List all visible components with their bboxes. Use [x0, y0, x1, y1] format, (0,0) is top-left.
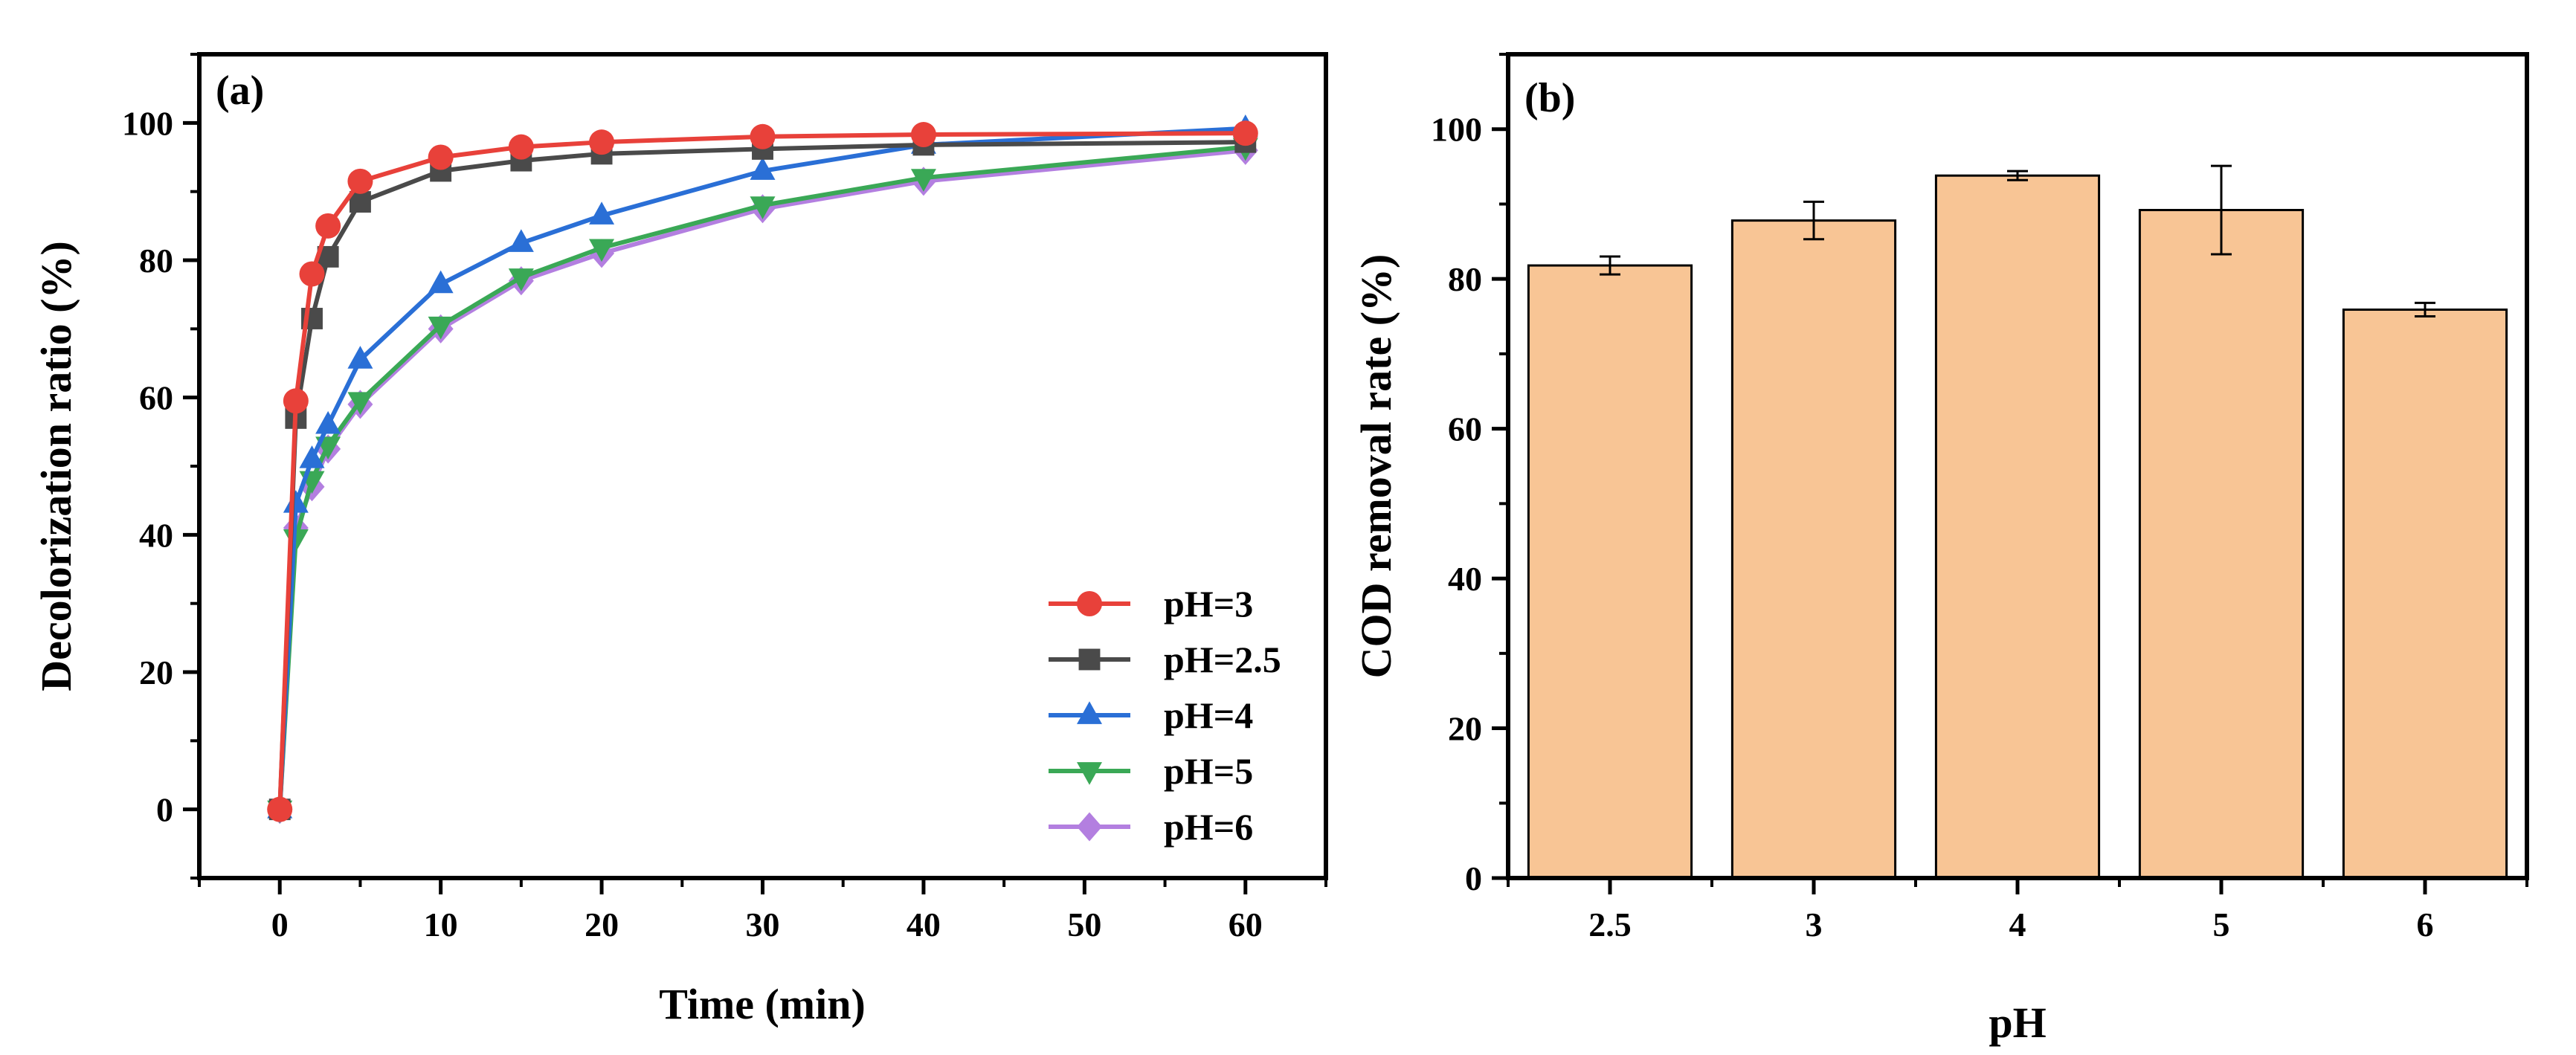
data-point — [1232, 120, 1258, 146]
y-tick-label: 60 — [1448, 410, 1482, 448]
data-point — [589, 129, 615, 155]
x-tick-label: 0 — [271, 906, 289, 943]
y-tick-label: 100 — [1431, 111, 1482, 149]
data-point — [267, 796, 293, 822]
legend-marker — [1077, 591, 1102, 616]
legend-item: pH=3 — [1049, 583, 1253, 625]
panel-a-legend: pH=3 pH=2.5 pH=4 pH=5 pH=6 — [1049, 583, 1281, 848]
x-tick-label: 4 — [2009, 906, 2026, 943]
series-line — [277, 148, 1246, 810]
data-point — [347, 168, 373, 194]
panel-a-ticks: 0 10 20 30 40 50 60 0 20 40 60 80 100 — [122, 53, 1327, 943]
bar-pH-5 — [2138, 209, 2305, 880]
series-pH=6 — [267, 135, 1258, 825]
x-tick-label: 50 — [1067, 906, 1101, 943]
bar-pH-6 — [2342, 308, 2508, 880]
x-tick-label: 10 — [424, 906, 458, 943]
x-tick-label: 3 — [1806, 906, 1823, 943]
bar-pH-2.5 — [1527, 264, 1693, 880]
series-line — [277, 131, 1246, 810]
x-tick-label: 40 — [907, 906, 941, 943]
panel-b-x-axis-label: pH — [1989, 998, 2046, 1047]
panel-b-label: (b) — [1524, 75, 1575, 121]
error-bar — [1600, 255, 1620, 276]
data-point — [315, 213, 341, 239]
series-pH=3 — [267, 120, 1258, 822]
data-point — [589, 201, 615, 225]
panel-a-x-axis-label: Time (min) — [659, 980, 866, 1028]
series-line — [277, 126, 1246, 810]
x-tick-label: 30 — [746, 906, 780, 943]
legend-item: pH=2.5 — [1049, 639, 1281, 680]
bar-pH-4 — [1934, 174, 2101, 880]
series-pH=5 — [267, 138, 1258, 824]
data-point — [910, 122, 936, 148]
legend-item: pH=6 — [1049, 806, 1253, 848]
data-point — [428, 270, 454, 294]
data-point — [299, 445, 325, 468]
data-point — [508, 134, 534, 160]
x-tick-label: 6 — [2417, 906, 2434, 943]
legend-label: pH=6 — [1164, 806, 1253, 848]
data-point — [428, 144, 454, 170]
x-tick-label: 2.5 — [1588, 906, 1632, 943]
data-point — [283, 388, 309, 414]
legend-label: pH=2.5 — [1164, 639, 1281, 680]
data-point — [347, 392, 373, 415]
data-point — [589, 239, 615, 262]
x-tick-label: 20 — [585, 906, 619, 943]
legend-label: pH=4 — [1164, 694, 1253, 736]
legend-label: pH=5 — [1164, 750, 1253, 792]
data-point — [428, 316, 454, 340]
legend-label: pH=3 — [1164, 583, 1253, 625]
x-tick-label: 5 — [2213, 906, 2230, 943]
y-tick-label: 0 — [156, 791, 173, 829]
panel-b-bars — [1527, 164, 2508, 880]
y-tick-label: 100 — [122, 104, 173, 142]
y-tick-label: 40 — [1448, 560, 1482, 598]
legend-item: pH=5 — [1049, 750, 1253, 792]
error-bar — [1803, 200, 1824, 241]
series-line — [277, 144, 1246, 810]
series-pH=4 — [267, 114, 1258, 819]
y-tick-label: 80 — [1448, 260, 1482, 298]
y-tick-label: 20 — [1448, 710, 1482, 748]
data-point — [750, 123, 776, 149]
panel-b-cod-removal-chart: 0 20 40 60 80 100 2.5 3 4 5 6 (b) pH COD removal r… — [1352, 52, 2529, 1047]
data-point — [347, 346, 373, 369]
legend-marker — [1077, 701, 1102, 724]
panel-a-decolorization-chart: 0 10 20 30 40 50 60 0 20 40 60 80 100 (a) Time (min)… — [32, 52, 1328, 1028]
data-point — [910, 169, 936, 192]
data-point — [750, 157, 776, 180]
data-point — [508, 229, 534, 252]
panel-a-y-axis-label: Decolorization ratio (%) — [32, 241, 80, 691]
y-tick-label: 0 — [1465, 859, 1482, 897]
panel-a-label: (a) — [216, 68, 264, 114]
legend-marker — [1078, 648, 1101, 671]
legend-marker — [1077, 812, 1102, 842]
y-tick-label: 60 — [139, 379, 173, 417]
data-point — [750, 196, 776, 219]
data-point — [299, 261, 325, 287]
y-tick-label: 20 — [139, 654, 173, 691]
error-bar — [2211, 164, 2232, 256]
panel-b-ticks: 0 20 40 60 80 100 2.5 3 4 5 6 — [1431, 53, 2528, 943]
series-line — [277, 140, 1246, 810]
panel-a-series — [267, 114, 1258, 825]
data-point — [508, 268, 534, 291]
data-point — [315, 410, 341, 434]
error-bar — [2415, 301, 2435, 318]
legend-item: pH=4 — [1049, 694, 1253, 736]
bar-pH-3 — [1730, 219, 1897, 880]
panel-b-y-axis-label: COD removal rate (%) — [1352, 254, 1400, 679]
x-tick-label: 60 — [1229, 906, 1263, 943]
legend-marker — [1077, 762, 1102, 785]
error-bar — [2007, 170, 2028, 181]
y-tick-label: 40 — [139, 516, 173, 554]
y-tick-label: 80 — [139, 242, 173, 280]
